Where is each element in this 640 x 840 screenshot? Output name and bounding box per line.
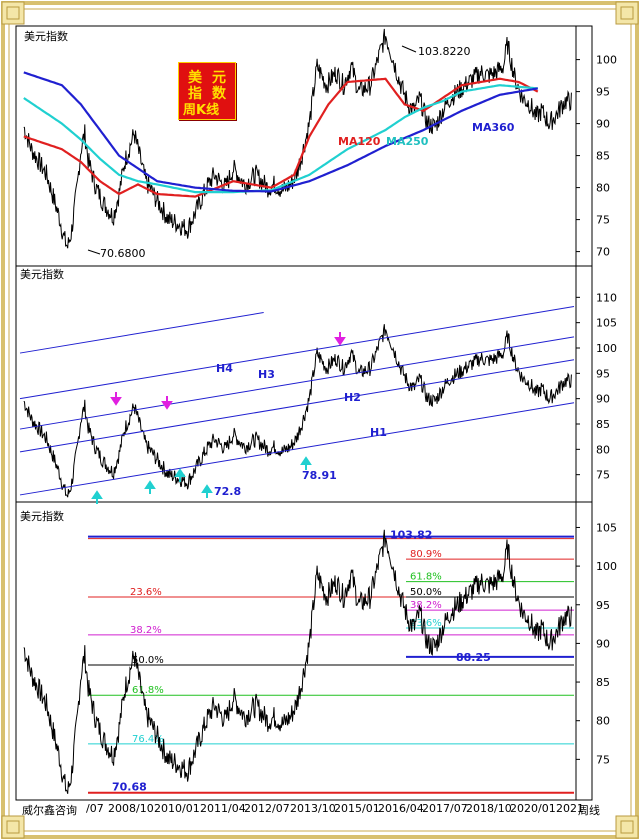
badge-char-1: 美 — [188, 70, 202, 86]
fib-short-label: 80.9% — [410, 549, 442, 560]
y-tick-label: 95 — [596, 367, 610, 380]
y-tick-label: 70 — [596, 246, 610, 259]
low-leader-line — [87, 249, 101, 255]
arrow-down-icon — [334, 332, 346, 346]
high-leader-line — [401, 45, 417, 53]
y-tick-label: 75 — [596, 753, 610, 766]
channel-line — [19, 336, 575, 430]
price-line — [23, 324, 572, 498]
corner-ornament-br-icon — [615, 815, 639, 839]
ma-line-ma360 — [23, 71, 538, 193]
corner-ornament-tr-icon — [615, 1, 639, 25]
y-tick-label: 90 — [596, 118, 610, 131]
low-annotation-1: 72.8 — [214, 485, 241, 498]
fib-long-label: 76.4% — [132, 734, 164, 745]
channel-label-h4: H4 — [216, 362, 233, 375]
y-tick-label: 110 — [596, 291, 617, 304]
panel-3-fibonacci: 75 80 85 90 95 100 105 23.6% 38.2% 50.0% 61.8% 76.4… — [23, 521, 617, 794]
channel-line — [19, 402, 575, 496]
badge-char-4: 数 — [212, 86, 226, 102]
arrow-up-icon — [91, 490, 103, 504]
arrow-up-icon — [300, 456, 312, 470]
y-tick-label: 100 — [596, 560, 617, 573]
footer-label: 威尔鑫咨询 — [22, 804, 77, 817]
fib-long-label: 50.0% — [132, 655, 164, 666]
ma250-label: MA250 — [386, 135, 429, 148]
y-tick-label: 85 — [596, 150, 610, 163]
low2-label: 88.25 — [456, 651, 491, 664]
x-tick-label: 2015/01 — [334, 802, 380, 815]
y-tick-label: 100 — [596, 342, 617, 355]
y-tick-label: 95 — [596, 599, 610, 612]
y-tick-label: 80 — [596, 443, 610, 456]
high-annotation: 103.8220 — [418, 45, 471, 58]
high-label: 103.82 — [390, 529, 432, 542]
x-tick-label: 2016/04 — [378, 802, 424, 815]
x-tick-label: 2011/04 — [200, 802, 246, 815]
channel-label-h2: H2 — [344, 391, 361, 404]
ma360-label: MA360 — [472, 121, 515, 134]
panel-3-title: 美元指数 — [20, 510, 64, 523]
x-tick-label: 2021 — [556, 802, 584, 815]
low-label: 70.68 — [112, 781, 147, 794]
ma120-label: MA120 — [338, 135, 381, 148]
panel-2-channels: 75 80 85 90 95 100 105 110 H4 H3 H2 H1 72.8 78.91 — [19, 291, 617, 504]
badge-char-5: 周K线 — [183, 103, 220, 118]
y-tick-label: 80 — [596, 715, 610, 728]
y-tick-label: 90 — [596, 393, 610, 406]
panel-1-weekly-ma: 70 75 80 85 90 95 100 103.8220 70.6800 MA120 MA250… — [23, 28, 617, 260]
channel-line — [19, 359, 575, 453]
y-tick-label: 100 — [596, 54, 617, 67]
ma-line-ma120 — [23, 77, 539, 198]
fib-short-label: 23.6% — [410, 618, 442, 629]
price-line — [23, 28, 572, 249]
badge-char-3: 指 — [188, 86, 202, 102]
weekly-chart-badge: 美 元 指 数 周K线 — [178, 62, 236, 120]
x-tick-label: 2012/07 — [244, 802, 290, 815]
price-line — [23, 529, 572, 794]
x-tick-label: /07 — [86, 802, 104, 815]
y-tick-label: 90 — [596, 637, 610, 650]
low-annotation-2: 78.91 — [302, 469, 337, 482]
y-tick-label: 95 — [596, 86, 610, 99]
y-tick-label: 105 — [596, 317, 617, 330]
y-tick-label: 105 — [596, 521, 617, 534]
fib-long-label: 38.2% — [130, 625, 162, 636]
arrow-down-icon — [161, 396, 173, 410]
fib-long-label: 23.6% — [130, 587, 162, 598]
x-tick-label: 2010/01 — [154, 802, 200, 815]
y-tick-label: 75 — [596, 469, 610, 482]
fib-short-label: 61.8% — [410, 572, 442, 583]
x-tick-label: 2017/07 — [422, 802, 468, 815]
x-axis-suffix: 周线 — [578, 804, 600, 817]
channel-label-h3: H3 — [258, 368, 275, 381]
arrow-up-icon — [201, 484, 213, 498]
fib-long-label: 61.8% — [132, 685, 164, 696]
x-tick-label: 2013/10 — [290, 802, 336, 815]
x-tick-label: 2008/10 — [108, 802, 154, 815]
arrow-down-icon — [110, 392, 122, 406]
y-tick-label: 85 — [596, 418, 610, 431]
x-axis-labels: 威尔鑫咨询 /07 2008/10 2010/01 2011/04 2012/0… — [22, 802, 612, 818]
low-annotation: 70.6800 — [100, 247, 146, 260]
badge-char-2: 元 — [212, 70, 226, 86]
channel-line — [19, 306, 575, 400]
y-tick-label: 80 — [596, 182, 610, 195]
x-tick-label: 2018/10 — [466, 802, 512, 815]
arrow-up-icon — [144, 480, 156, 494]
corner-ornament-bl-icon — [1, 815, 25, 839]
corner-ornament-tl-icon — [1, 1, 25, 25]
channel-line-upper — [19, 312, 264, 354]
ma-line-ma250 — [23, 84, 538, 194]
channel-label-h1: H1 — [370, 426, 387, 439]
panel-2-title: 美元指数 — [20, 268, 64, 281]
fib-short-label: 38.2% — [410, 600, 442, 611]
panel-1-title: 美元指数 — [24, 30, 68, 43]
y-tick-label: 75 — [596, 214, 610, 227]
fib-short-label: 50.0% — [410, 587, 442, 598]
x-tick-label: 2020/01 — [510, 802, 556, 815]
arrow-up-icon — [174, 468, 186, 482]
y-tick-label: 85 — [596, 676, 610, 689]
